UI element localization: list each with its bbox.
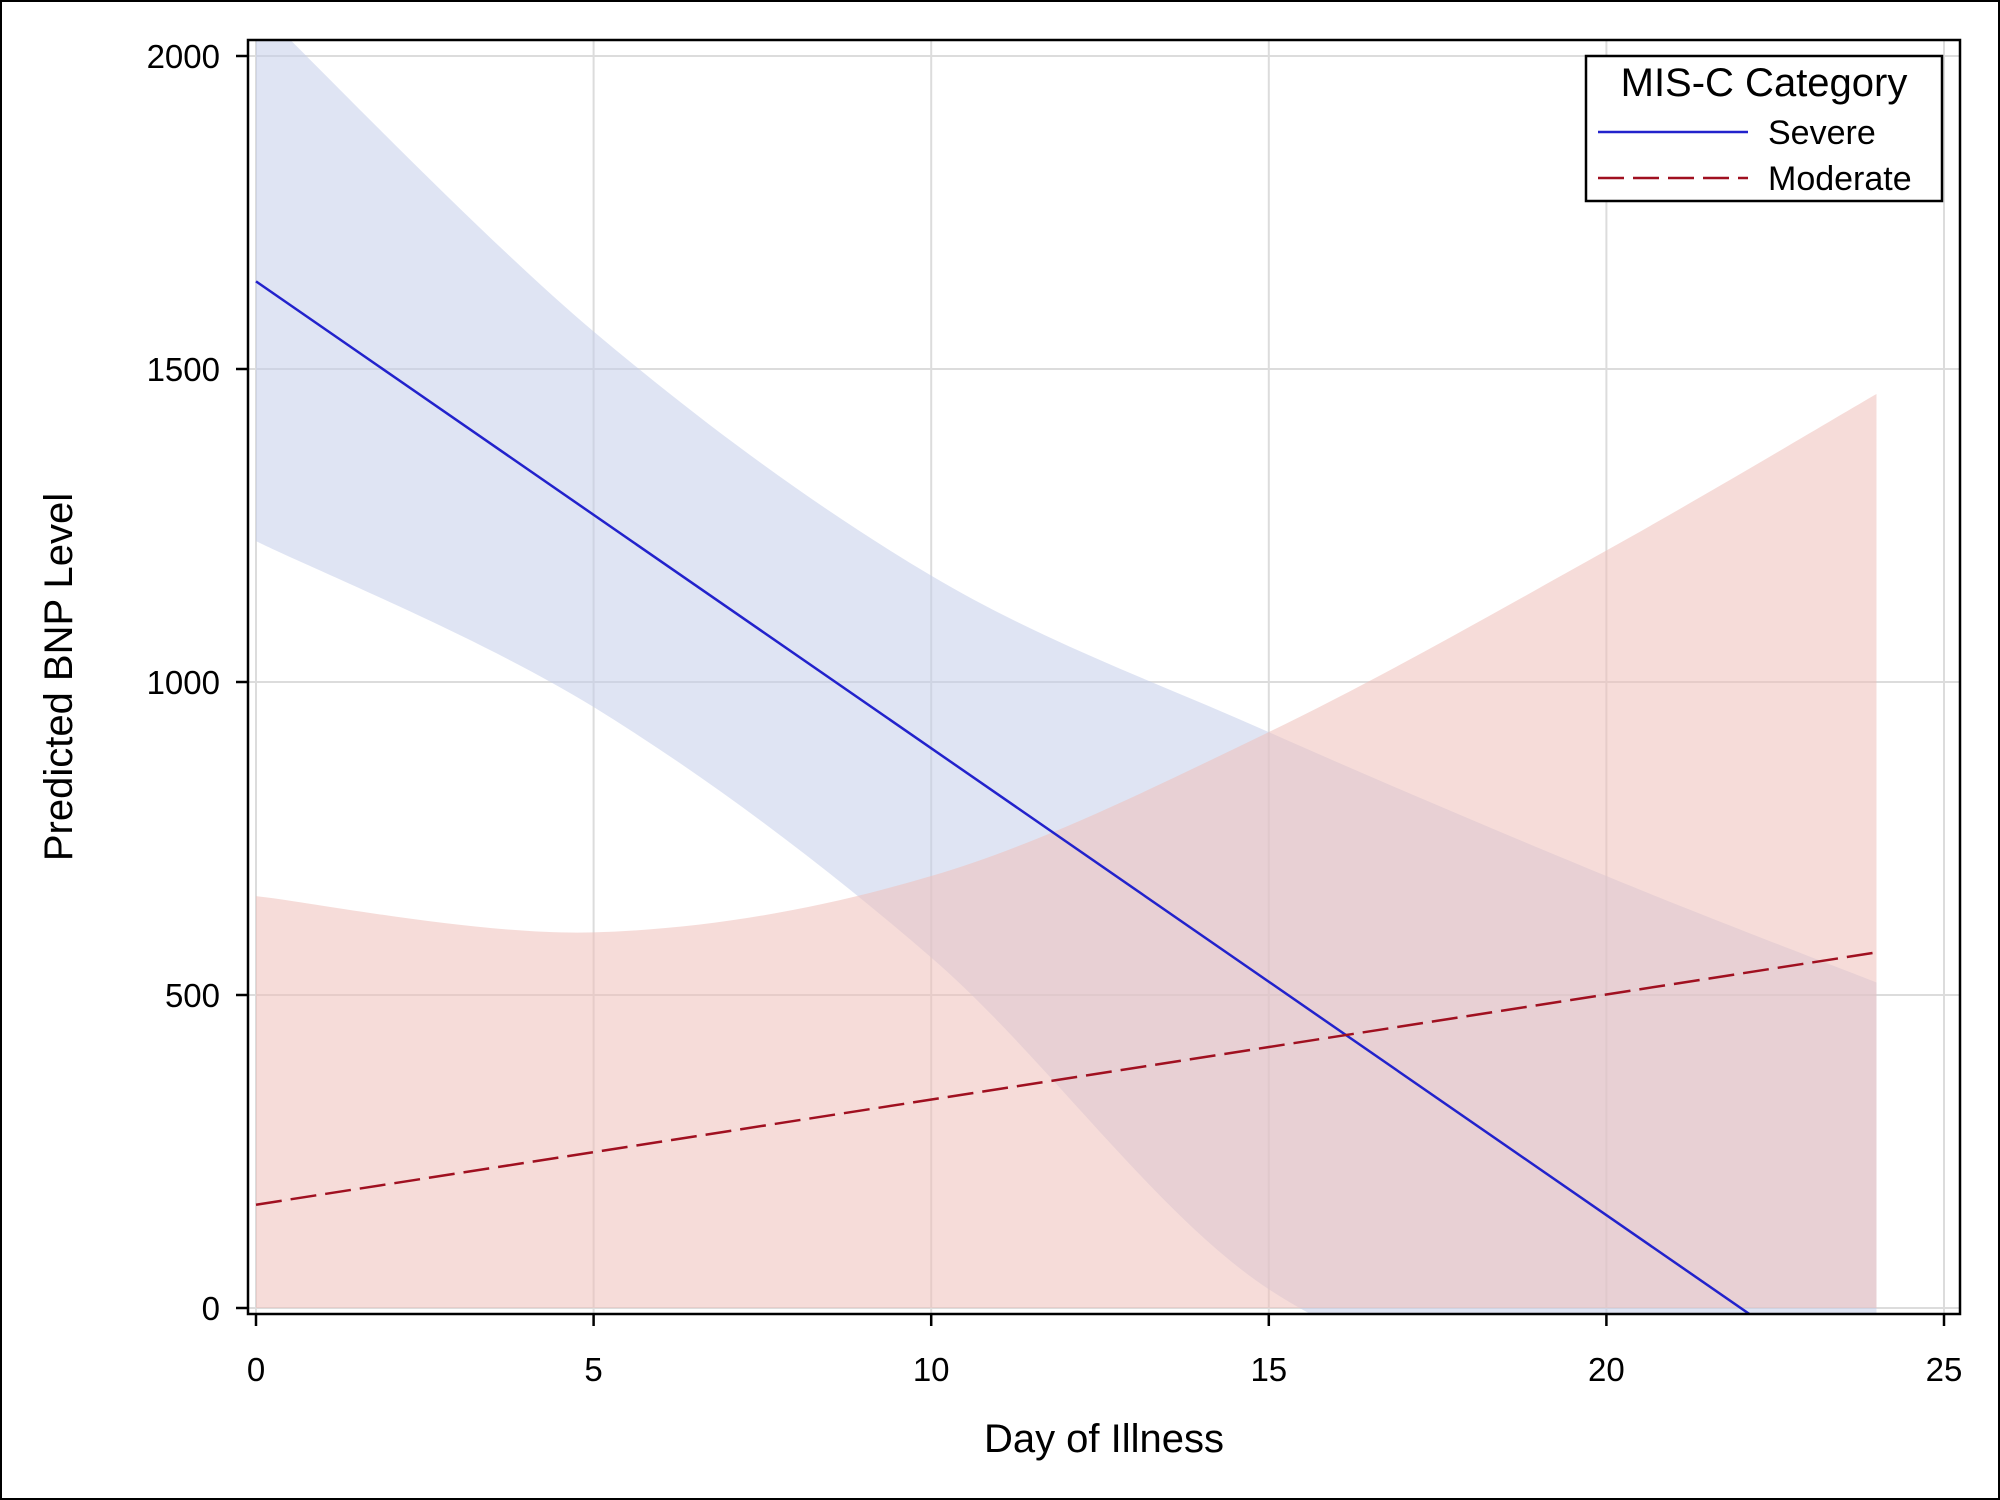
x-tick-label: 10 <box>913 1351 950 1388</box>
confidence-bands <box>256 40 1877 1314</box>
legend-entries: Severe Moderate <box>1598 114 1912 198</box>
x-axis-title: Day of Illness <box>984 1417 1224 1461</box>
x-tick-label: 0 <box>247 1351 265 1388</box>
y-tick-label: 2000 <box>147 38 220 75</box>
legend-title: MIS-C Category <box>1621 61 1908 105</box>
y-axis-title: Predicted BNP Level <box>37 493 81 861</box>
y-tick-label: 500 <box>165 977 220 1014</box>
x-tick-label: 15 <box>1250 1351 1287 1388</box>
x-tick-label: 25 <box>1926 1351 1963 1388</box>
legend-label-severe: Severe <box>1768 114 1876 152</box>
band-moderate <box>256 394 1877 1308</box>
legend: MIS-C Category Severe Moderate <box>1584 54 1944 203</box>
line-moderate <box>255 951 1877 1206</box>
y-tick-label: 0 <box>202 1290 220 1327</box>
legend-label-moderate: Moderate <box>1768 160 1912 198</box>
line-severe <box>255 280 1752 1314</box>
y-tick-label: 1500 <box>147 351 220 388</box>
series-lines <box>255 280 1877 1314</box>
x-tick-label: 20 <box>1588 1351 1625 1388</box>
plot-area-border <box>246 38 1962 1316</box>
x-tick-label: 5 <box>584 1351 602 1388</box>
y-tick-label: 1000 <box>147 664 220 701</box>
axes: 0 5 10 15 20 25 0 500 1000 1500 2000 <box>147 38 1963 1388</box>
